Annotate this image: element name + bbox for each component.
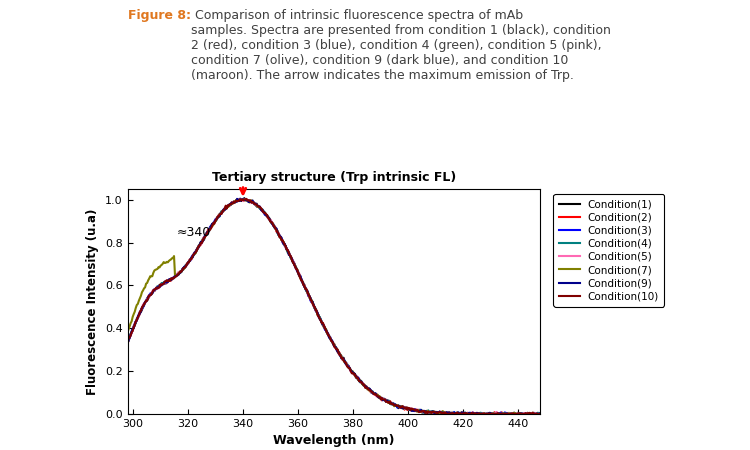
Condition(5) xyxy=(424,410,433,415)
Condition(5) xyxy=(123,340,132,346)
Legend: Condition(1), Condition(2), Condition(3), Condition(4), Condition(5), Condition(: Condition(1), Condition(2), Condition(3)… xyxy=(554,194,664,306)
Line: Condition(3): Condition(3) xyxy=(128,198,540,414)
Condition(9) xyxy=(172,273,182,278)
Line: Condition(4): Condition(4) xyxy=(128,199,540,414)
Condition(3) xyxy=(424,410,433,415)
Condition(9) xyxy=(259,209,268,214)
Condition(3) xyxy=(383,399,392,404)
Line: Condition(5): Condition(5) xyxy=(128,199,540,414)
Title: Tertiary structure (Trp intrinsic FL): Tertiary structure (Trp intrinsic FL) xyxy=(211,171,456,184)
Condition(5) xyxy=(259,208,268,214)
Condition(3) xyxy=(236,196,244,201)
Condition(4) xyxy=(287,256,296,262)
Condition(3) xyxy=(434,411,443,417)
Condition(4) xyxy=(259,207,268,213)
Condition(7) xyxy=(422,408,430,414)
Condition(10) xyxy=(287,257,296,263)
Condition(4) xyxy=(422,408,430,414)
Line: Condition(1): Condition(1) xyxy=(128,198,540,414)
X-axis label: Wavelength (nm): Wavelength (nm) xyxy=(273,434,394,447)
Condition(5) xyxy=(172,271,182,277)
Condition(4) xyxy=(238,196,248,202)
Condition(9) xyxy=(536,411,544,417)
Condition(7) xyxy=(123,330,132,335)
Condition(9) xyxy=(422,409,430,414)
Condition(3) xyxy=(287,256,296,262)
Condition(7) xyxy=(172,272,182,278)
Condition(4) xyxy=(172,272,182,278)
Condition(1) xyxy=(123,340,132,345)
Condition(3) xyxy=(259,207,268,212)
Condition(2) xyxy=(437,411,446,417)
Condition(2) xyxy=(259,209,268,215)
Condition(9) xyxy=(232,196,242,202)
Condition(1) xyxy=(422,410,430,415)
Condition(2) xyxy=(536,411,544,417)
Condition(3) xyxy=(123,340,132,345)
Condition(2) xyxy=(242,197,251,202)
Condition(10) xyxy=(242,196,251,202)
Condition(9) xyxy=(446,411,455,417)
Condition(7) xyxy=(424,409,433,414)
Condition(7) xyxy=(241,197,250,202)
Text: Figure 8:: Figure 8: xyxy=(128,9,190,22)
Condition(10) xyxy=(383,399,392,405)
Condition(10) xyxy=(424,409,433,414)
Condition(2) xyxy=(424,409,433,414)
Line: Condition(10): Condition(10) xyxy=(128,199,540,414)
Condition(4) xyxy=(536,411,544,417)
Condition(2) xyxy=(123,341,132,346)
Condition(7) xyxy=(453,411,462,417)
Condition(7) xyxy=(259,208,268,214)
Condition(3) xyxy=(172,273,182,278)
Condition(9) xyxy=(383,399,392,404)
Condition(10) xyxy=(422,409,430,414)
Condition(10) xyxy=(259,209,268,214)
Condition(4) xyxy=(424,408,433,413)
Line: Condition(2): Condition(2) xyxy=(128,199,540,414)
Condition(3) xyxy=(536,410,544,416)
Condition(5) xyxy=(237,196,246,202)
Condition(3) xyxy=(422,409,430,414)
Condition(10) xyxy=(172,273,182,278)
Line: Condition(9): Condition(9) xyxy=(128,199,540,414)
Condition(1) xyxy=(424,410,433,415)
Condition(4) xyxy=(383,399,392,405)
Condition(1) xyxy=(383,398,392,403)
Condition(10) xyxy=(442,411,452,417)
Condition(1) xyxy=(259,208,268,214)
Condition(2) xyxy=(287,257,296,262)
Condition(1) xyxy=(536,410,544,416)
Condition(2) xyxy=(422,409,430,414)
Condition(1) xyxy=(456,411,465,417)
Condition(7) xyxy=(536,411,544,417)
Condition(10) xyxy=(123,340,132,346)
Line: Condition(7): Condition(7) xyxy=(128,199,540,414)
Condition(9) xyxy=(123,341,132,346)
Condition(9) xyxy=(287,256,296,261)
Condition(1) xyxy=(240,195,249,201)
Condition(5) xyxy=(440,411,448,417)
Condition(5) xyxy=(383,400,392,405)
Condition(4) xyxy=(123,340,132,346)
Condition(2) xyxy=(172,273,182,278)
Condition(4) xyxy=(443,411,452,417)
Condition(5) xyxy=(536,411,544,417)
Condition(7) xyxy=(383,400,392,405)
Text: Comparison of intrinsic fluorescence spectra of mAb
samples. Spectra are present: Comparison of intrinsic fluorescence spe… xyxy=(191,9,611,81)
Condition(5) xyxy=(422,409,430,414)
Condition(2) xyxy=(383,399,392,405)
Y-axis label: Fluorescence Intensity (u.a): Fluorescence Intensity (u.a) xyxy=(86,208,99,395)
Text: ≈340: ≈340 xyxy=(177,226,212,239)
Condition(1) xyxy=(172,272,182,277)
Condition(7) xyxy=(287,256,296,262)
Condition(10) xyxy=(536,411,544,416)
Condition(1) xyxy=(287,256,296,261)
Condition(5) xyxy=(287,256,296,261)
Condition(9) xyxy=(424,410,433,415)
